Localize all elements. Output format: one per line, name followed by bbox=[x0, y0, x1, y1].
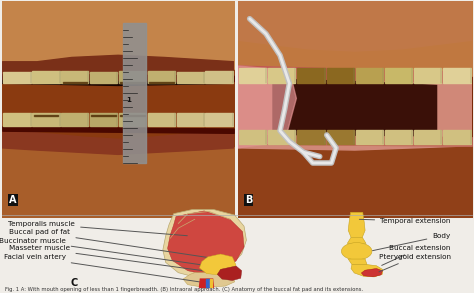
Polygon shape bbox=[32, 113, 60, 126]
Polygon shape bbox=[348, 212, 365, 237]
Polygon shape bbox=[118, 71, 146, 83]
Polygon shape bbox=[2, 77, 234, 86]
Polygon shape bbox=[238, 66, 296, 148]
Polygon shape bbox=[297, 130, 325, 144]
Text: Masseter muscle: Masseter muscle bbox=[9, 246, 227, 274]
Text: Facial vein artery: Facial vein artery bbox=[4, 254, 202, 282]
Polygon shape bbox=[61, 71, 89, 83]
Polygon shape bbox=[90, 72, 118, 83]
Polygon shape bbox=[61, 113, 89, 126]
Polygon shape bbox=[268, 68, 295, 83]
Polygon shape bbox=[273, 77, 437, 139]
Polygon shape bbox=[2, 55, 234, 83]
Polygon shape bbox=[356, 130, 383, 144]
Polygon shape bbox=[385, 130, 412, 144]
Polygon shape bbox=[3, 72, 31, 83]
Polygon shape bbox=[207, 279, 209, 287]
Polygon shape bbox=[200, 279, 213, 287]
Polygon shape bbox=[147, 113, 175, 126]
Polygon shape bbox=[361, 268, 383, 277]
Polygon shape bbox=[210, 279, 212, 287]
Polygon shape bbox=[443, 68, 471, 83]
Text: Temporalis muscle: Temporalis muscle bbox=[8, 221, 187, 236]
Text: Buccinator muscle: Buccinator muscle bbox=[0, 238, 211, 266]
Text: 1: 1 bbox=[126, 97, 131, 103]
Polygon shape bbox=[176, 113, 204, 126]
Polygon shape bbox=[268, 130, 295, 144]
Polygon shape bbox=[348, 259, 367, 265]
Polygon shape bbox=[167, 211, 244, 274]
Text: B: B bbox=[245, 195, 252, 205]
Polygon shape bbox=[163, 209, 246, 278]
Text: Buccal pad of fat: Buccal pad of fat bbox=[9, 229, 210, 258]
Polygon shape bbox=[347, 237, 366, 243]
Polygon shape bbox=[351, 265, 383, 277]
Text: A: A bbox=[9, 195, 17, 205]
Polygon shape bbox=[356, 68, 383, 83]
Polygon shape bbox=[297, 68, 325, 83]
Polygon shape bbox=[90, 113, 118, 126]
Polygon shape bbox=[327, 130, 354, 144]
Text: Pterygoid extension: Pterygoid extension bbox=[379, 254, 450, 272]
Polygon shape bbox=[239, 130, 266, 144]
Text: Temporal extension: Temporal extension bbox=[359, 218, 450, 224]
Polygon shape bbox=[238, 66, 472, 150]
Polygon shape bbox=[118, 113, 146, 126]
Polygon shape bbox=[183, 273, 235, 287]
Polygon shape bbox=[32, 71, 60, 83]
Polygon shape bbox=[385, 68, 412, 83]
Polygon shape bbox=[3, 113, 31, 126]
Polygon shape bbox=[123, 23, 146, 163]
Polygon shape bbox=[238, 1, 472, 51]
Polygon shape bbox=[147, 71, 175, 83]
Ellipse shape bbox=[341, 243, 372, 260]
Polygon shape bbox=[205, 113, 233, 126]
Polygon shape bbox=[2, 131, 234, 154]
Text: Body: Body bbox=[373, 233, 450, 251]
Polygon shape bbox=[205, 71, 233, 83]
Polygon shape bbox=[414, 130, 441, 144]
Text: Fig. 1 A: With mouth opening of less than 1 fingerbreadth. (B) Intraoral approac: Fig. 1 A: With mouth opening of less tha… bbox=[5, 287, 363, 292]
Polygon shape bbox=[238, 66, 472, 83]
Polygon shape bbox=[327, 68, 354, 83]
Text: C: C bbox=[71, 278, 78, 288]
Polygon shape bbox=[176, 72, 204, 83]
Polygon shape bbox=[200, 254, 236, 275]
Polygon shape bbox=[414, 68, 441, 83]
Polygon shape bbox=[443, 130, 471, 144]
Polygon shape bbox=[239, 68, 266, 83]
Polygon shape bbox=[217, 266, 242, 280]
Polygon shape bbox=[202, 262, 232, 274]
Text: Buccal extension: Buccal extension bbox=[382, 245, 450, 265]
